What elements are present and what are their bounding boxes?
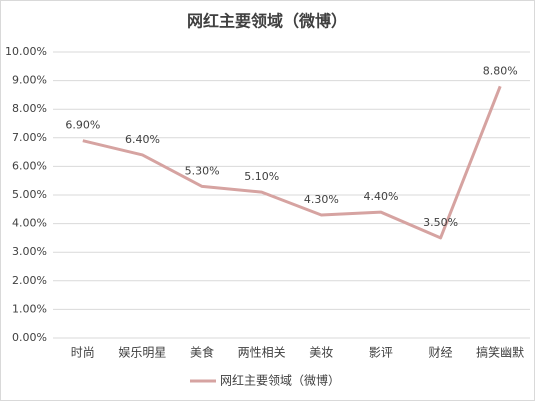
x-tick-label: 搞笑幽默: [476, 345, 524, 360]
x-tick-label: 时尚: [71, 346, 95, 360]
y-tick-label: 6.00%: [12, 159, 47, 172]
chart-title: 网红主要领域（微博）: [187, 12, 347, 31]
data-label: 3.50%: [423, 216, 458, 229]
data-label: 4.30%: [304, 193, 339, 206]
data-label: 6.90%: [65, 119, 100, 132]
x-tick-label: 美妆: [309, 346, 333, 360]
x-tick-label: 影评: [369, 346, 393, 360]
x-tick-label: 娱乐明星: [118, 346, 166, 360]
data-label: 8.80%: [483, 64, 518, 77]
data-label: 6.40%: [125, 133, 160, 146]
data-label: 5.30%: [185, 164, 220, 177]
y-tick-label: 9.00%: [12, 74, 47, 87]
y-tick-label: 5.00%: [12, 188, 47, 201]
x-tick-label: 美食: [190, 345, 214, 360]
data-line: [82, 85, 502, 240]
y-tick-label: 8.00%: [12, 102, 47, 115]
data-label: 5.10%: [244, 170, 279, 183]
y-tick-label: 2.00%: [12, 274, 47, 287]
y-tick-label: 1.00%: [12, 302, 47, 315]
y-tick-label: 0.00%: [12, 331, 47, 344]
y-tick-label: 10.00%: [5, 45, 47, 58]
y-tick-label: 4.00%: [12, 217, 47, 230]
data-label: 4.40%: [363, 190, 398, 203]
y-tick-label: 3.00%: [12, 245, 47, 258]
legend-label: 网红主要领域（微博）: [220, 373, 340, 388]
x-tick-label: 两性相关: [238, 346, 286, 360]
x-tick-label: 财经: [429, 346, 453, 360]
y-tick-label: 7.00%: [12, 131, 47, 144]
